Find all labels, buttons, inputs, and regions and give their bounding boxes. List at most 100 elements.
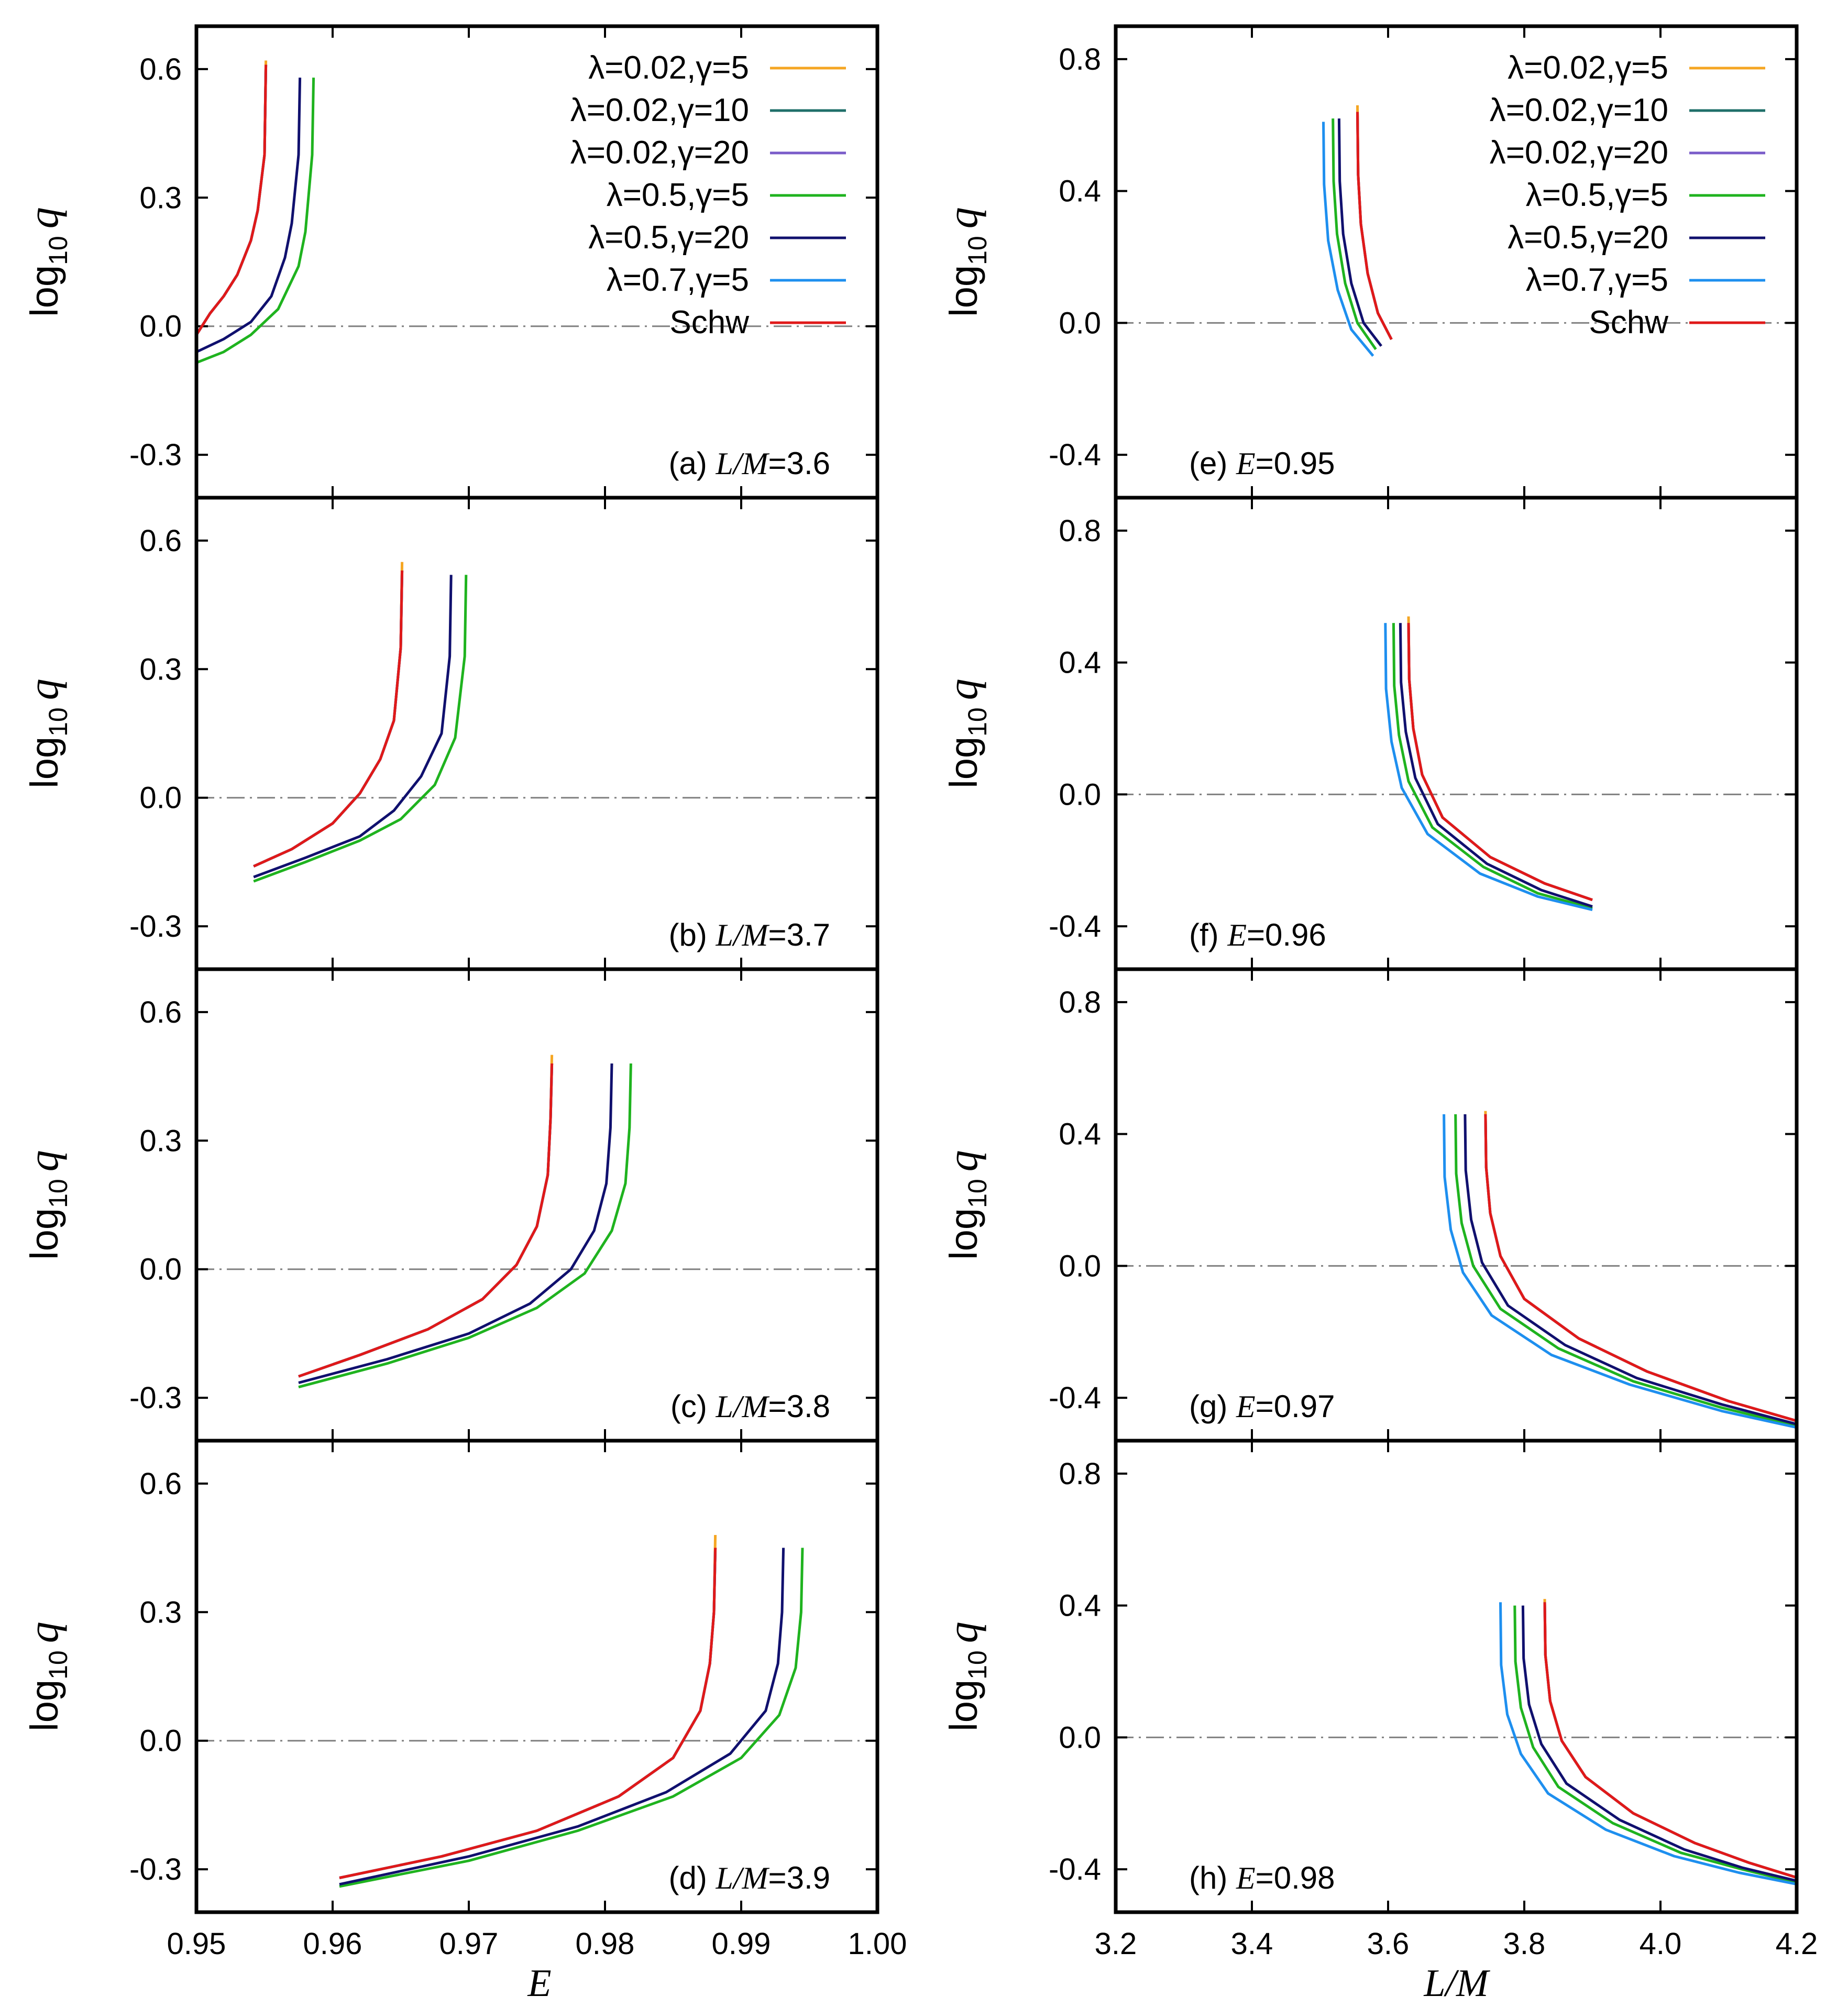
series-group (1384, 616, 1593, 912)
series-line-schw (1484, 1114, 1797, 1422)
y-axis-label: log10 q (939, 1150, 992, 1259)
x-tick-label: 0.99 (712, 1927, 771, 1961)
panel-frame (1114, 24, 1799, 500)
panel-frame (194, 1439, 879, 1914)
series-line-l05g20 (1521, 1605, 1797, 1882)
legend: λ=0.02,γ=5 λ=0.02,γ=10 λ=0.02,γ=20 λ=0.5,γ=… (570, 50, 846, 341)
y-tick-label: 0.0 (139, 1253, 182, 1287)
y-tick-label: 0.8 (1059, 1457, 1101, 1491)
y-tick-label: -0.4 (1049, 1381, 1101, 1415)
x-tick-label: 3.4 (1231, 1927, 1273, 1961)
legend-label: λ=0.02,γ=5 (588, 50, 749, 86)
series-line-l002g10 (1543, 1602, 1797, 1879)
panel-a: 0.6 0.3 0.0 -0.3 log10 q (a) L/M=3.6 λ=0.02,γ=5… (19, 24, 879, 500)
series-line-l002g20 (1543, 1602, 1797, 1879)
series-line-l07g5 (1384, 623, 1593, 912)
y-axis-label-log: log (23, 737, 66, 788)
x-tick-label: 0.97 (439, 1927, 499, 1961)
series-line-l07g5 (196, 64, 268, 336)
series-line-l05g20 (1337, 118, 1382, 347)
y-tick-label: 0.6 (139, 524, 182, 558)
y-tick-label: 0.0 (139, 1724, 182, 1758)
legend-label: λ=0.5,γ=20 (1508, 220, 1668, 256)
y-axis-label-sub: 10 (963, 1179, 992, 1208)
y-tick-label: 0.6 (139, 995, 182, 1029)
y-axis-label: log10 q (939, 207, 992, 316)
y-tick-label: 0.3 (139, 1595, 182, 1629)
x-tick-label: 1.00 (848, 1927, 907, 1961)
panel-label: (d) L/M=3.9 (669, 1860, 830, 1895)
y-axis-label-sub: 10 (43, 236, 73, 265)
panel-label-id: (h) (1189, 1860, 1236, 1895)
legend-label: λ=0.02,γ=5 (1508, 50, 1668, 86)
panel-label-id: (e) (1189, 446, 1236, 481)
series-line-l002g10 (1356, 112, 1393, 341)
series-line-l002g5 (1543, 1599, 1797, 1879)
y-axis-label-q: q (19, 1150, 67, 1171)
series-line-schw (196, 64, 268, 336)
y-axis-label-log: log (23, 1680, 66, 1731)
series-line-l002g20 (1407, 623, 1593, 902)
panel-b: 0.6 0.3 0.0 -0.3 log10 q (b) L/M=3.7 (19, 496, 879, 971)
series-line-l05g5 (253, 575, 468, 883)
y-tick-label: 0.0 (1059, 306, 1101, 340)
y-tick-label: -0.3 (129, 1381, 182, 1415)
y-axis-label: log10 q (19, 207, 73, 316)
legend-label: λ=0.7,γ=5 (1526, 262, 1668, 298)
legend: λ=0.02,γ=5 λ=0.02,γ=10 λ=0.02,γ=20 λ=0.5,γ=… (1490, 50, 1765, 341)
panel-frame (1114, 1439, 1799, 1914)
series-line-l002g10 (196, 64, 268, 336)
panel-label-param: E (1236, 1861, 1256, 1895)
panel-label-param: L/M (716, 918, 770, 952)
panel-label-value: =0.95 (1256, 446, 1335, 481)
panel-label: (a) L/M=3.6 (669, 446, 830, 481)
y-tick-label: 0.0 (1059, 777, 1101, 811)
panel-label: (e) E=0.95 (1189, 446, 1335, 481)
y-axis-label-sub: 10 (43, 1179, 73, 1208)
y-axis-label-q: q (939, 1621, 986, 1643)
legend-label: λ=0.02,γ=10 (1490, 92, 1668, 128)
legend-label: λ=0.5,γ=5 (1526, 177, 1668, 213)
y-axis-label: log10 q (19, 678, 73, 788)
y-axis-label-log: log (942, 737, 985, 788)
series-line-l05g5 (1454, 1114, 1797, 1428)
y-tick-label: 0.6 (139, 1467, 182, 1501)
y-tick-label: -0.4 (1049, 1852, 1101, 1887)
series-line-schw (1543, 1602, 1797, 1879)
panel-label: (b) L/M=3.7 (669, 917, 830, 952)
x-axis-label-left: E (527, 1962, 551, 2005)
legend-label: λ=0.02,γ=10 (570, 92, 749, 128)
y-tick-label: 0.3 (139, 652, 182, 686)
x-tick-label: 3.6 (1367, 1927, 1410, 1961)
series-line-l002g20 (1484, 1114, 1797, 1422)
panel-label: (g) E=0.97 (1189, 1389, 1335, 1424)
y-tick-label: 0.4 (1059, 174, 1101, 209)
x-tick-label: 4.2 (1776, 1927, 1818, 1961)
y-axis-label-sub: 10 (963, 707, 992, 737)
panel-label-id: (b) (669, 917, 716, 952)
panel-frame (194, 967, 879, 1443)
panel-frame (1114, 496, 1799, 971)
series-line-l002g20 (1356, 112, 1393, 341)
x-tick-label: 3.8 (1503, 1927, 1546, 1961)
y-tick-label: 0.0 (139, 781, 182, 815)
y-axis-label-q: q (939, 207, 986, 228)
series-line-l05g20 (1464, 1114, 1797, 1425)
series-group (339, 1534, 804, 1888)
x-tick-label: 0.98 (576, 1927, 635, 1961)
y-tick-label: 0.3 (139, 1124, 182, 1158)
panel-label-value: =3.8 (768, 1389, 830, 1424)
series-line-l002g20 (196, 64, 268, 336)
panel-label-value: =0.98 (1256, 1860, 1335, 1895)
series-group (253, 562, 468, 883)
y-tick-label: -0.3 (129, 438, 182, 472)
legend-label: λ=0.7,γ=5 (607, 262, 749, 298)
y-axis-label-log: log (942, 1208, 985, 1260)
panel-d: 0.6 0.3 0.0 -0.3 0.95 0.96 0.97 0.98 0.99 1.00 log… (19, 1439, 907, 1961)
series-line-l05g5 (339, 1548, 804, 1888)
y-axis-label-log: log (23, 1208, 66, 1260)
panel-label-value: =3.7 (768, 917, 830, 952)
y-axis-label: log10 q (939, 1621, 992, 1731)
series-line-l05g5 (1513, 1605, 1797, 1884)
